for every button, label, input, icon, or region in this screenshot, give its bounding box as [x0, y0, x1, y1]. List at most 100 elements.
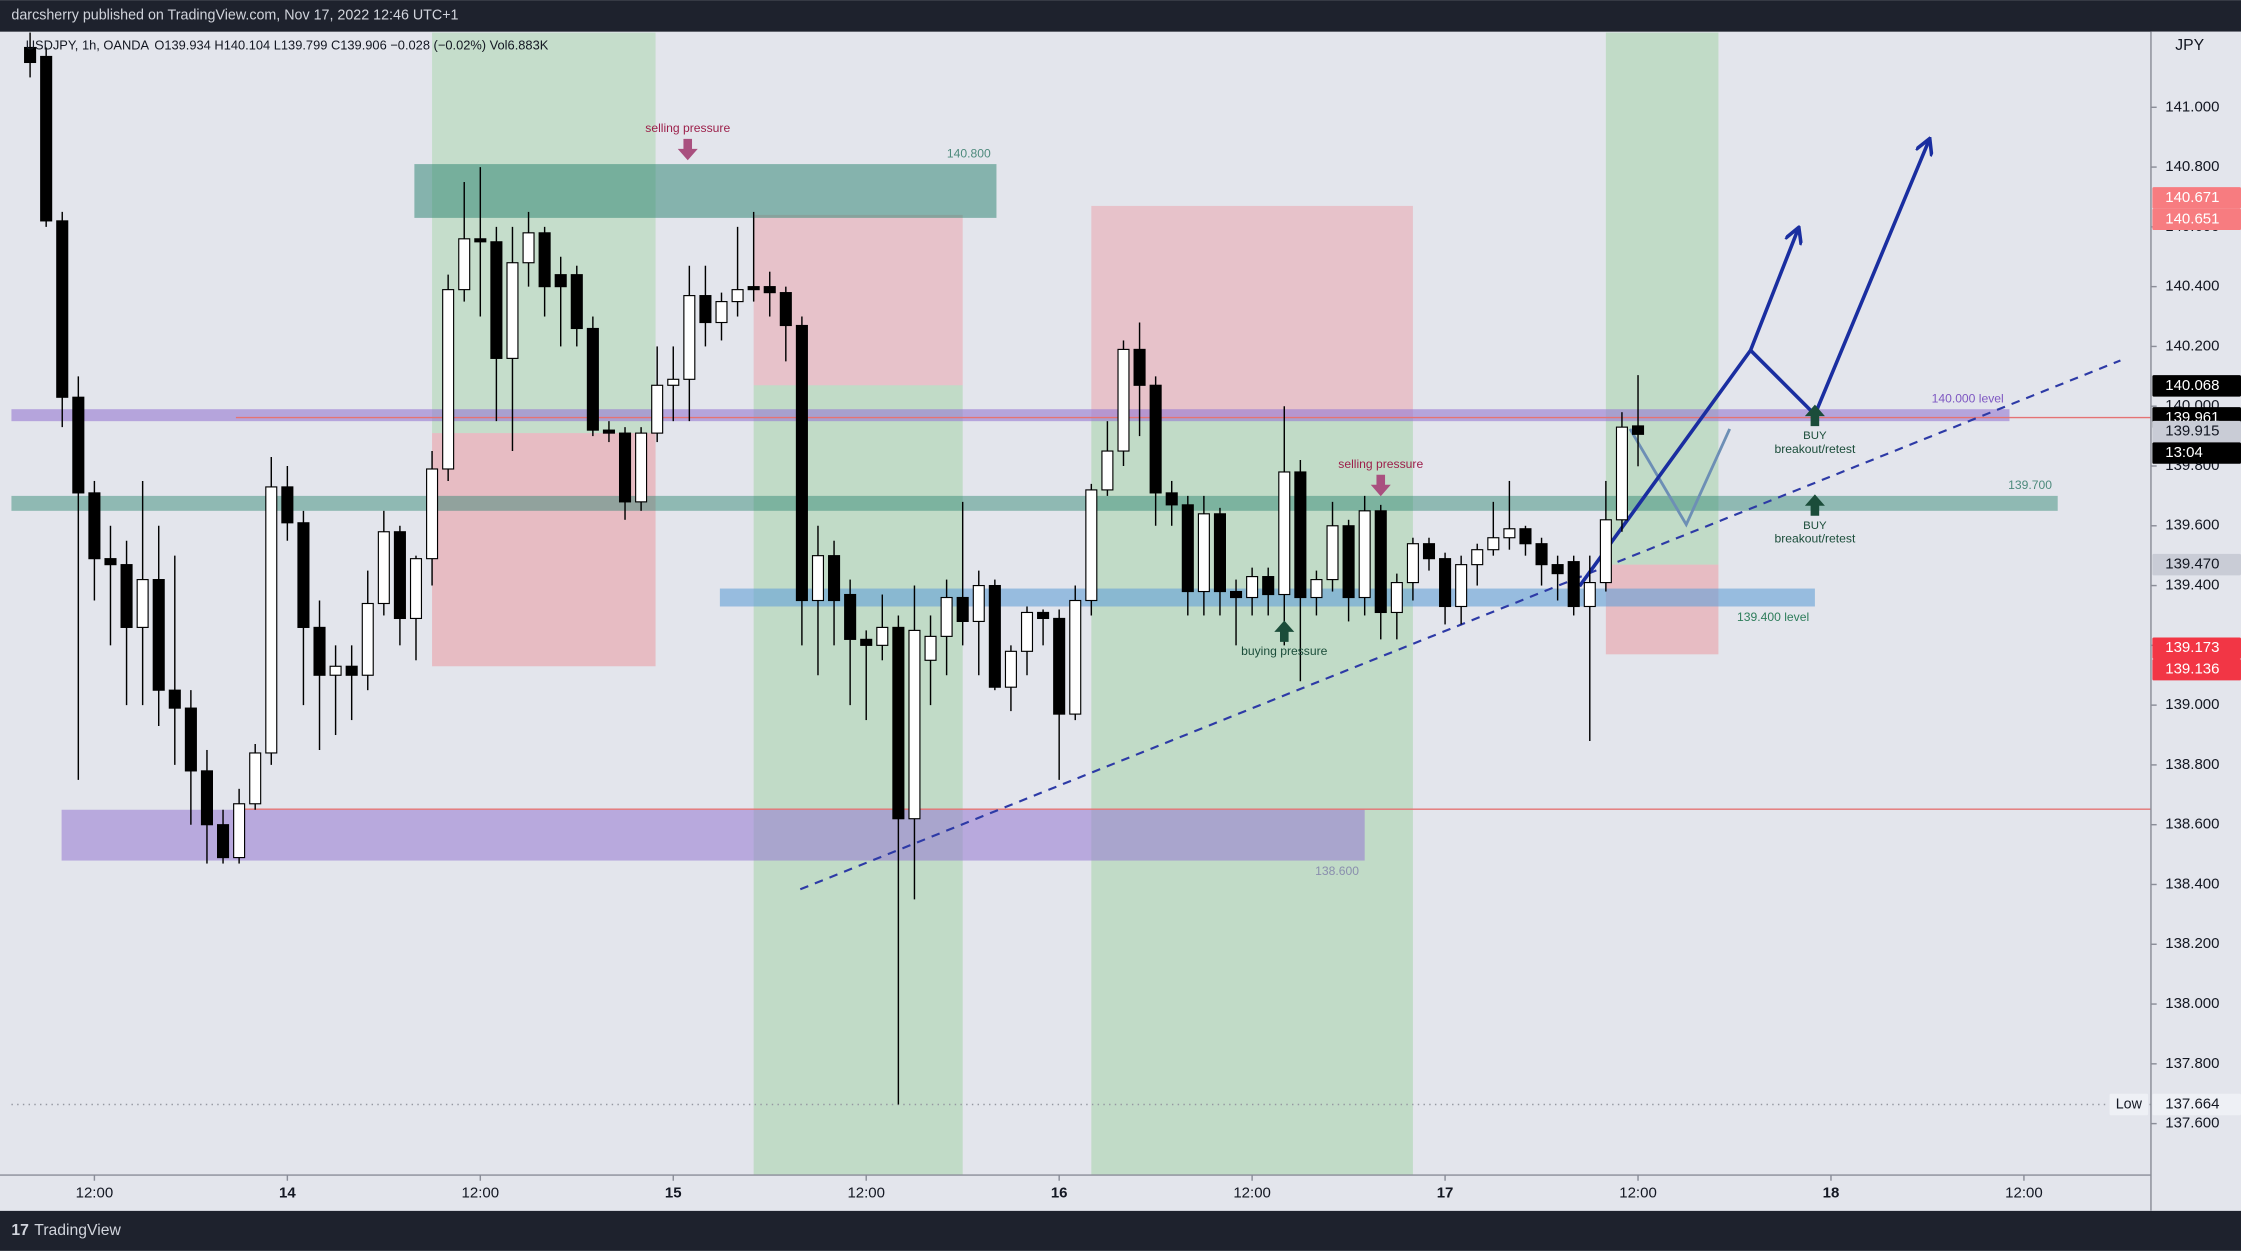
candle-body: [104, 558, 117, 566]
zone-label: 138.600: [1315, 864, 1359, 878]
candle-body: [940, 596, 953, 637]
candle-body: [1310, 579, 1323, 599]
candle-body: [1069, 599, 1082, 715]
zone-label: 139.400 level: [1737, 610, 1809, 624]
y-tick-label: 140.400: [2165, 278, 2219, 295]
drawn-line: [799, 359, 2121, 891]
zone-label: 140.000 level: [1932, 391, 2004, 405]
footer-bar: [0, 1210, 2241, 1251]
price-tag-label: 137.664: [2165, 1095, 2219, 1112]
price-tag-label: 139.470: [2165, 556, 2219, 573]
candle-body: [924, 635, 937, 661]
candle-body: [1599, 519, 1612, 584]
candle-body: [217, 824, 230, 859]
candle-body: [811, 555, 825, 602]
annotation-arrow: [1370, 474, 1391, 497]
candle-body: [88, 492, 101, 560]
candle-body: [474, 238, 487, 243]
y-tick-label: 138.200: [2165, 935, 2219, 952]
candle-body: [1165, 492, 1178, 506]
candle-body: [522, 232, 535, 264]
candle-body: [442, 289, 455, 470]
axis-unit: JPY: [2175, 37, 2204, 54]
zone: [11, 409, 2010, 422]
candle-body: [828, 555, 841, 602]
annotation-text: breakout/retest: [1774, 442, 1856, 456]
candle-body: [747, 286, 760, 291]
x-tick-label: 12:00: [2005, 1185, 2043, 1202]
x-tick-label: 15: [665, 1185, 682, 1202]
annotation-text: BUY: [1803, 430, 1827, 442]
candle-body: [1020, 611, 1034, 652]
candle-body: [715, 301, 728, 324]
candle-body: [1149, 384, 1162, 494]
candle-body: [779, 292, 792, 327]
candle-body: [281, 486, 294, 524]
candle-body: [136, 579, 149, 628]
zone: [11, 495, 2058, 511]
candle-body: [1262, 576, 1275, 596]
price-tag-label: 140.068: [2165, 377, 2219, 394]
axes: 137.600 137.800 138.000 138.200 138.400 138.6…: [76, 98, 2241, 1202]
candle-body: [329, 665, 342, 676]
candle-body: [506, 262, 519, 359]
candle-body: [72, 396, 85, 494]
annotation-text: selling pressure: [645, 121, 730, 135]
x-tick-label: 12:00: [847, 1185, 885, 1202]
price-tag: [2152, 1093, 2241, 1116]
candle-body: [699, 295, 712, 324]
candle-body: [490, 241, 503, 359]
x-tick-label: 18: [1823, 1185, 1840, 1202]
y-tick-label: 138.800: [2165, 756, 2219, 773]
x-tick-label: 16: [1051, 1185, 1068, 1202]
annotation-text: buying pressure: [1241, 644, 1328, 658]
candle-body: [683, 295, 696, 380]
candle-body: [602, 429, 615, 434]
candle-body: [1567, 561, 1580, 608]
candle-body: [377, 531, 390, 605]
candle-body: [876, 626, 889, 646]
candle-body: [1101, 450, 1114, 491]
candle-body: [538, 232, 551, 288]
zone: [61, 809, 1365, 861]
y-tick-label: 140.800: [2165, 158, 2219, 175]
header-bar: [0, 0, 2241, 32]
candle-body: [1471, 549, 1484, 566]
candle-body: [892, 626, 905, 820]
candle-body: [1278, 471, 1291, 596]
candle-body: [1037, 611, 1050, 620]
candle-body: [1053, 617, 1066, 715]
price-tag: [2152, 208, 2241, 231]
brand: TradingView: [34, 1222, 121, 1239]
candle-body: [554, 274, 567, 288]
price-tag: [2152, 553, 2241, 576]
price-tag-label: 140.671: [2165, 189, 2219, 206]
price-tag: [2152, 637, 2241, 659]
candle-body: [1535, 543, 1548, 566]
price-tag-label: 140.651: [2165, 210, 2219, 227]
candle-body: [908, 629, 921, 820]
candle-body: [1326, 525, 1339, 581]
candle-body: [1583, 582, 1596, 608]
x-tick-label: 12:00: [462, 1185, 500, 1202]
candle-body: [1551, 564, 1564, 575]
candle-body: [1503, 528, 1516, 539]
y-tick-label: 138.000: [2165, 995, 2219, 1012]
candle-body: [1455, 564, 1468, 608]
candle-body: [361, 602, 374, 676]
y-tick-label: 137.800: [2165, 1055, 2219, 1072]
x-tick-label: 12:00: [1619, 1185, 1657, 1202]
candle-body: [152, 579, 165, 691]
price-tag-title: Low: [2116, 1096, 2143, 1112]
candle-body: [1615, 426, 1628, 521]
candle-body: [860, 638, 873, 646]
candle-body: [1342, 525, 1355, 599]
candle-body: [40, 55, 53, 222]
candle-body: [409, 558, 423, 620]
zone-label: 139.700: [2008, 478, 2052, 492]
price-tag: [2152, 658, 2241, 681]
annotation-text: selling pressure: [1338, 457, 1423, 471]
y-tick-label: 141.000: [2165, 98, 2219, 115]
candle-body: [1631, 425, 1645, 435]
